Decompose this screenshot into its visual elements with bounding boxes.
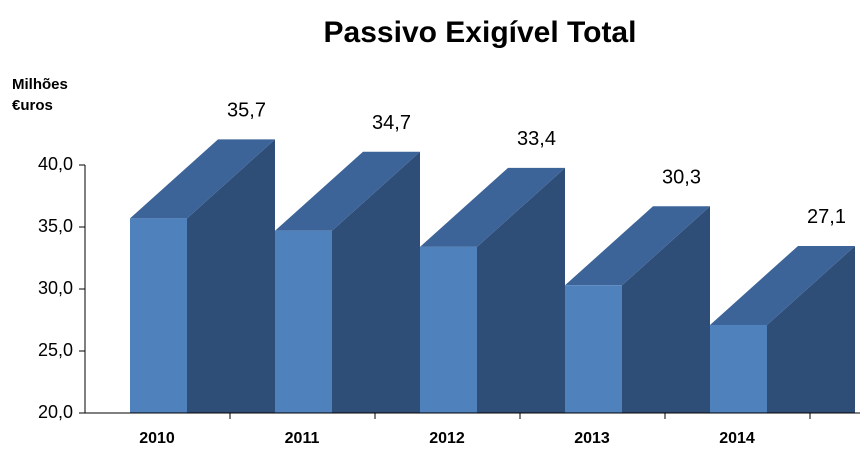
bar-front	[130, 218, 187, 413]
bar-side	[477, 167, 565, 413]
bar-top	[710, 245, 855, 325]
value-label: 35,7	[227, 100, 266, 122]
bar-front	[275, 230, 332, 413]
x-tick-label: 2014	[719, 430, 755, 447]
y-axis-label: Milhões	[12, 76, 68, 93]
bar-side	[767, 245, 855, 413]
bar-top	[420, 167, 565, 247]
y-axis-label: €uros	[12, 97, 53, 114]
x-tick-label: 2011	[285, 430, 320, 447]
value-label: 34,7	[372, 112, 411, 134]
bar-side	[332, 151, 420, 413]
chart-title: Passivo Exigível Total	[324, 16, 637, 49]
bar-top	[130, 139, 275, 219]
bar-front	[565, 285, 622, 413]
x-tick-label: 2010	[139, 430, 175, 447]
y-tick-label: 20,0	[38, 402, 73, 422]
bar-front	[420, 246, 477, 413]
x-tick-label: 2013	[574, 430, 610, 447]
bar	[710, 245, 855, 413]
value-label: 30,3	[662, 167, 701, 189]
value-label: 27,1	[807, 206, 846, 228]
y-tick-label: 40,0	[38, 154, 73, 174]
bar	[565, 206, 710, 413]
value-label: 33,4	[517, 128, 556, 150]
bar-side	[622, 206, 710, 413]
bar	[420, 167, 565, 413]
y-tick-label: 35,0	[38, 216, 73, 236]
bar-top	[565, 206, 710, 286]
x-tick-label: 2012	[429, 430, 465, 447]
bar-side	[187, 139, 275, 413]
bar-front	[710, 324, 767, 413]
y-tick-label: 30,0	[38, 278, 73, 298]
bar	[130, 139, 275, 413]
y-tick-label: 25,0	[38, 340, 73, 360]
bar-top	[275, 151, 420, 231]
bar	[275, 151, 420, 413]
